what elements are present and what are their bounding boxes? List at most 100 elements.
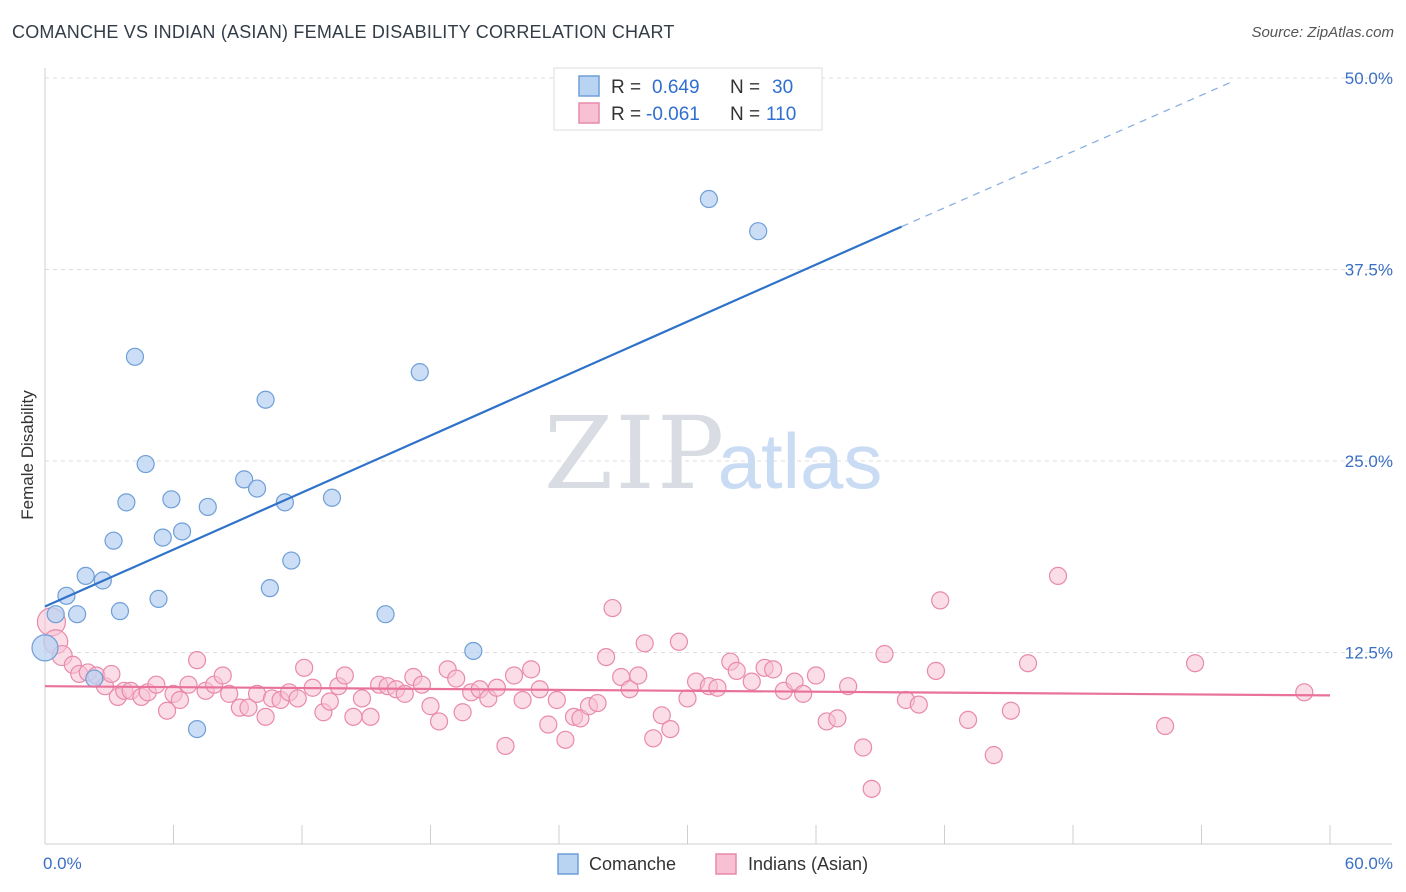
bottom-legend-swatch-indian (715, 853, 737, 875)
indian-point-96 (875, 644, 894, 664)
comanche-point-10 (125, 347, 145, 366)
indian-point-46 (412, 675, 432, 694)
indian-point-47 (421, 697, 440, 716)
indian-point-25 (239, 698, 258, 717)
indian-point-76 (661, 719, 680, 739)
watermark-zip: ZIP (544, 395, 726, 512)
watermark: ZIP atlas (544, 395, 883, 512)
indian-point-93 (839, 677, 858, 696)
indian-point-32 (295, 658, 314, 677)
comanche-point-16 (187, 719, 207, 739)
indian-point-39 (352, 689, 372, 708)
legend-n-value-indian: 110 (766, 104, 796, 125)
comanche-point-8 (110, 602, 130, 621)
comanche-trend-extension (901, 80, 1234, 228)
comanche-point-7 (104, 531, 123, 550)
watermark-atlas: atlas (718, 417, 883, 505)
legend-n-value-comanche: 30 (772, 77, 793, 98)
comanche-point-9 (117, 493, 136, 512)
indian-point-77 (669, 632, 689, 651)
indian-point-104 (1018, 654, 1038, 673)
indian-point-55 (487, 678, 506, 697)
x-tick-labels: 0.0% 60.0% (43, 854, 1393, 873)
comanche-point-14 (162, 490, 181, 509)
legend: R = 0.649 N = 30 R = -0.061 N = 110 (553, 67, 823, 131)
indian-point-78 (678, 689, 697, 708)
indian-point-107 (1185, 654, 1205, 673)
comanche-point-1 (46, 605, 65, 624)
indian-point-72 (629, 666, 648, 685)
comanche-point-2 (57, 586, 76, 605)
comanche-point-15 (172, 522, 192, 541)
indian-point-94 (854, 738, 873, 757)
legend-r-label-comanche: R = (611, 77, 641, 98)
comanche-trend-line (44, 225, 903, 608)
y-tick-label-0: 12.5% (1345, 644, 1393, 663)
indian-point-98 (909, 695, 928, 714)
indian-point-19 (187, 651, 207, 670)
legend-swatch-indian (578, 102, 600, 124)
indian-point-51 (453, 703, 472, 722)
bottom-legend: Comanche Indians (Asian) (557, 853, 868, 875)
bottom-legend-label-comanche: Comanche (589, 854, 676, 874)
indian-point-15 (157, 701, 177, 720)
indian-point-23 (220, 684, 239, 703)
comanche-point-21 (260, 579, 279, 598)
indian-point-62 (547, 690, 566, 710)
comanche-point-3 (68, 605, 87, 624)
comanche-point-5 (85, 669, 104, 688)
comanche-point-24 (322, 488, 342, 507)
indian-point-68 (597, 647, 616, 667)
indian-point-99 (926, 661, 946, 680)
comanche-point-19 (247, 479, 267, 498)
indian-point-56 (496, 736, 515, 756)
indian-point-84 (742, 672, 761, 691)
x-tick-label-1: 60.0% (1345, 854, 1393, 873)
legend-n-label-indian: N = (730, 104, 760, 125)
indian-point-40 (361, 707, 380, 726)
legend-r-label-indian: R = (611, 104, 641, 125)
indian-point-106 (1155, 716, 1175, 736)
y-axis-label: Female Disability (18, 390, 37, 520)
indian-point-75 (652, 706, 671, 725)
indian-point-86 (764, 660, 783, 679)
indian-point-31 (288, 689, 307, 708)
indian-point-90 (806, 666, 826, 685)
indian-point-67 (588, 693, 607, 713)
comanche-point-20 (256, 390, 275, 409)
indian-point-50 (447, 669, 466, 688)
comanche-point-28 (699, 189, 719, 209)
comanche-point-26 (410, 363, 429, 382)
axes (44, 68, 1392, 845)
indian-point-18 (179, 675, 198, 694)
comanche-point-17 (198, 497, 217, 517)
y-tick-label-1: 25.0% (1345, 452, 1393, 471)
y-tick-label-3: 50.0% (1345, 69, 1393, 88)
indian-point-38 (344, 707, 363, 726)
indian-point-37 (335, 666, 354, 685)
indian-point-89 (794, 684, 813, 703)
comanche-point-11 (136, 454, 155, 474)
indian-point-58 (513, 690, 532, 710)
bottom-legend-label-indian: Indians (Asian) (748, 854, 868, 874)
comanche-point-13 (153, 528, 172, 547)
y-tick-label-2: 37.5% (1345, 261, 1393, 280)
indian-point-14 (147, 675, 166, 694)
legend-r-value-indian: -0.061 (646, 104, 700, 125)
indian-trend-line (44, 685, 1331, 697)
comanche-point-0 (31, 634, 59, 662)
legend-swatch-comanche (578, 75, 600, 97)
indian-point-105 (1048, 566, 1068, 586)
indian-point-83 (727, 661, 746, 680)
indian-point-8 (102, 664, 121, 684)
indian-point-101 (958, 710, 978, 730)
grid-lines (45, 77, 1392, 653)
x-tick-label-0: 0.0% (43, 854, 82, 873)
indian-point-69 (603, 598, 622, 618)
indian-point-81 (708, 678, 727, 697)
comanche-point-18 (235, 470, 254, 489)
indian-point-48 (429, 712, 449, 731)
indian-point-57 (504, 666, 524, 685)
indian-point-108 (1295, 683, 1314, 702)
